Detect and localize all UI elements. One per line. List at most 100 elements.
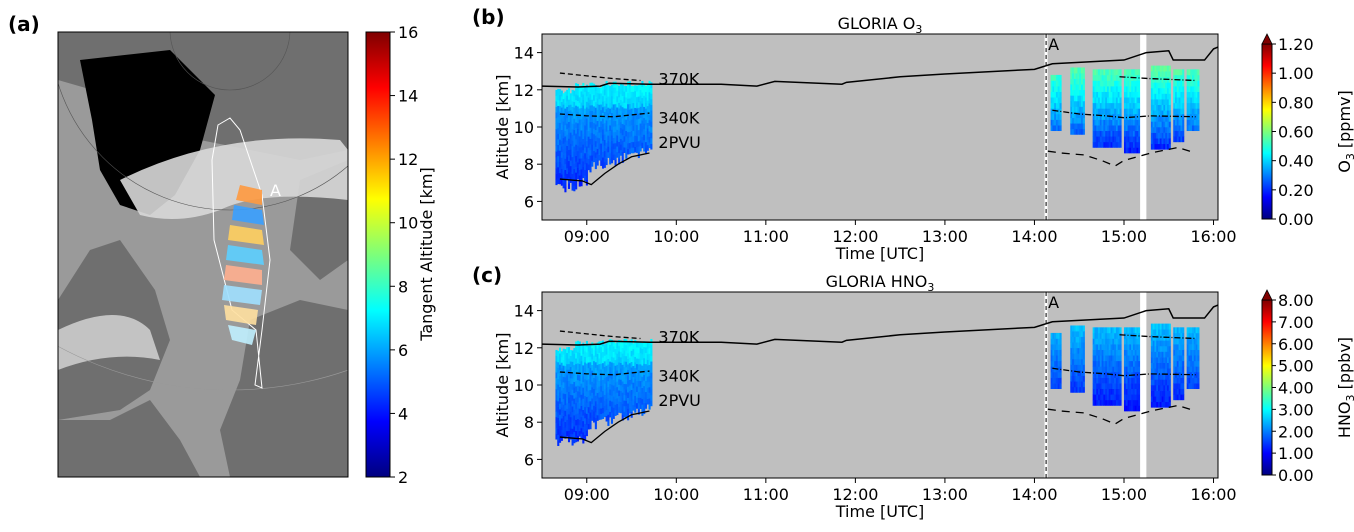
curtain-cell — [610, 157, 614, 164]
curtain-cell — [1096, 119, 1099, 126]
curtain-cell — [562, 121, 565, 127]
curtain-cell — [1154, 401, 1157, 408]
curtain-cell — [607, 414, 610, 421]
curtain-cell — [641, 114, 644, 121]
curtain-cell — [1052, 349, 1055, 356]
curtain-cell — [1138, 108, 1141, 115]
curtain-cell — [582, 149, 585, 156]
curtain-cell — [1132, 125, 1136, 132]
curtain-cell — [650, 115, 653, 122]
curtain-cell — [632, 343, 635, 350]
curtain-cell — [627, 109, 630, 116]
curtain-cell — [637, 397, 640, 404]
curtain-cell — [582, 370, 585, 377]
curtain-cell — [1156, 93, 1159, 100]
curtain-cell — [632, 393, 635, 400]
curtain-cell — [585, 430, 588, 437]
curtain-cell — [607, 408, 610, 415]
curtain-cell — [555, 156, 558, 163]
colorbar-a-tick-label: 12 — [398, 150, 418, 169]
curtain-cell — [1132, 108, 1136, 115]
curtain-cell — [1190, 366, 1193, 373]
curtain-cell — [1134, 394, 1137, 401]
curtain-cell — [1081, 331, 1084, 337]
curtain-cell — [582, 437, 585, 444]
curtain-cell — [1175, 69, 1178, 76]
curtain-cell — [564, 169, 567, 176]
curtain-cell — [564, 152, 567, 159]
curtain-cell — [1106, 338, 1110, 345]
curtain-cell — [573, 409, 576, 416]
colorbar-tick-label: 1.00 — [1278, 444, 1314, 463]
curtain-cell — [587, 108, 590, 115]
curtain-cell — [594, 152, 597, 158]
curtain-cell — [1175, 108, 1178, 115]
colorbar-tick-label: 0.40 — [1278, 152, 1314, 171]
curtain-cell — [594, 118, 597, 125]
curtain-cell — [1106, 366, 1110, 373]
curtain-cell — [1195, 355, 1198, 362]
curtain-cell — [1168, 82, 1171, 89]
curtain-cell — [594, 157, 597, 164]
curtain-cell — [1110, 383, 1113, 390]
curtain-cell — [644, 136, 648, 143]
curtain-cell — [1110, 399, 1113, 406]
curtain-cell — [580, 372, 583, 379]
curtain-cell — [1138, 91, 1141, 98]
curtain-cell — [1134, 69, 1137, 76]
curtain-cell — [644, 91, 648, 98]
curtain-cell — [621, 381, 624, 388]
curtain-cell — [1106, 91, 1110, 98]
curtain-cell — [1050, 349, 1053, 356]
curtain-cell — [594, 129, 597, 136]
curtain-cell — [557, 88, 560, 95]
curtain-cell — [562, 165, 565, 172]
curtain-cell — [576, 346, 580, 353]
curtain-cell — [1115, 125, 1119, 132]
curtain-cell — [1098, 136, 1101, 143]
curtain-cell — [585, 134, 588, 141]
curtain-cell — [1115, 360, 1119, 367]
curtain-cell — [1103, 136, 1106, 143]
colorbar-tick-label: 6.00 — [1278, 335, 1314, 354]
curtain-cell — [1092, 125, 1095, 132]
curtain-cell — [612, 104, 615, 110]
curtain-cell — [587, 373, 590, 380]
curtain-cell — [1101, 327, 1104, 334]
curtain-cell — [1197, 377, 1200, 384]
curtain-cell — [1092, 327, 1095, 334]
curtain-cell — [580, 344, 583, 351]
curtain-cell — [1134, 86, 1137, 92]
curtain-cell — [1054, 113, 1057, 120]
curtain-cell — [1168, 115, 1171, 122]
curtain-cell — [1132, 388, 1136, 395]
curtain-cell — [1161, 138, 1164, 145]
isentrope-340K — [559, 112, 650, 118]
curtain-cell — [573, 431, 576, 438]
curtain-cell — [650, 350, 653, 356]
curtain-cell — [643, 134, 646, 141]
curtain-cell — [1129, 377, 1132, 384]
curtain-cell — [575, 425, 578, 432]
curtain-cell — [612, 109, 615, 116]
curtain-cell — [589, 149, 592, 156]
curtain-cell — [1079, 73, 1082, 79]
curtain-cell — [1168, 329, 1171, 336]
curtain-cell — [614, 115, 617, 121]
curtain-cell — [1115, 86, 1119, 92]
curtain-cell — [618, 351, 621, 358]
curtain-cell — [610, 95, 614, 102]
curtain-cell — [1168, 323, 1171, 330]
curtain-cell — [648, 131, 651, 137]
curtain-cell — [1136, 130, 1139, 137]
curtain-cell — [580, 411, 583, 418]
curtain-cell — [1180, 366, 1183, 373]
curtain-cell — [573, 437, 576, 444]
curtain-cell — [1099, 80, 1102, 87]
curtain-cell — [610, 339, 614, 346]
curtain-cell — [1123, 141, 1127, 148]
curtain-cell — [1180, 355, 1183, 362]
curtain-cell — [1119, 399, 1122, 406]
curtain-cell — [634, 85, 637, 92]
curtain-cell — [636, 391, 639, 398]
